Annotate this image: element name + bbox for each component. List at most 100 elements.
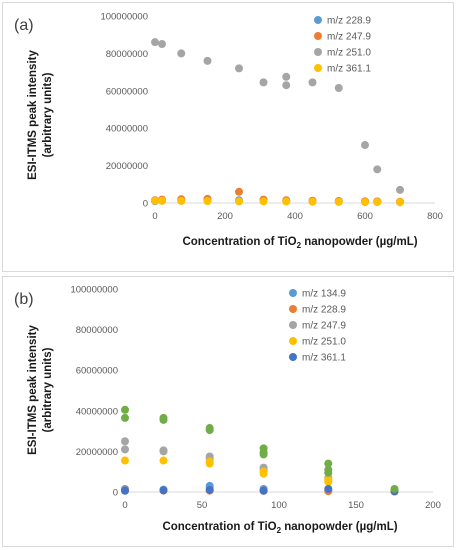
panel-a-xlabel-subscript: 2 <box>297 241 302 250</box>
panel-b-legend-marker <box>289 353 297 361</box>
panel-b-xlabel-tail: nanopowder (µg/mL) <box>281 521 398 533</box>
panel-a-series-3-point <box>259 197 268 206</box>
panel-a-legend-marker <box>314 32 322 40</box>
panel-b-legend-marker <box>289 337 297 345</box>
panel-a-frame <box>2 2 454 272</box>
panel-a-y-tick-label: 20000000 <box>106 161 148 172</box>
panel-a-plot: 0 20000000 40000000 60000000 80000000 1000000… <box>100 12 442 223</box>
panel-a-legend-marker <box>314 64 322 72</box>
panel-a-y-tick-label: 100000000 <box>100 12 148 23</box>
panel-b-series-4-point <box>159 486 168 495</box>
panel-a-series-3-point <box>282 197 291 206</box>
panel-a-xlabel: Concentration of TiO2 nanopowder (µg/mL) <box>182 236 417 250</box>
panel-b-y-tick-label: 100000000 <box>70 285 118 296</box>
panel-a-series-2-point <box>235 64 243 73</box>
panel-b-ylabel-line2: (arbitrary units) <box>42 347 54 432</box>
panel-b-series-3-point <box>159 456 168 465</box>
panel-b-xlabel-subscript: 2 <box>277 526 282 535</box>
panel-b-legend-label: m/z 247.9 <box>302 321 346 332</box>
panel-a-legend-marker <box>314 16 322 24</box>
panel-a-series-2-point <box>361 141 369 150</box>
panel-b-series-2-point <box>121 437 129 446</box>
panel-b-frame <box>2 276 454 547</box>
panel-b-ylabel-line1: ESI-ITMS peak intensity <box>27 325 39 455</box>
panel-a-legend-label: m/z 247.9 <box>327 32 371 43</box>
panel-a-legend-label: m/z 228.9 <box>327 16 371 27</box>
panel-a-series-2-point <box>373 165 382 174</box>
panel-a-series-2-point <box>282 81 291 90</box>
panel-a-series-3-point <box>158 196 166 205</box>
panel-a-series-2-point <box>396 185 404 194</box>
panel-a-ylabel-line2: (arbitrary units) <box>42 72 54 157</box>
panel-a-x-tick-label: 400 <box>287 211 303 222</box>
panel-a-series-2-point <box>177 49 186 58</box>
panel-b-y-tick-label: 60000000 <box>76 366 118 377</box>
panel-a-legend-label: m/z 361.1 <box>327 64 371 75</box>
panel-a-x-tick-label: 200 <box>217 211 233 222</box>
panel-b-series-5-point <box>390 484 399 493</box>
panel-a-y-tick-label: 60000000 <box>106 86 148 97</box>
panel-a-series-2-point <box>334 83 343 92</box>
panel-b-x-tick-label: 150 <box>348 500 364 511</box>
panel-b-series-5-point <box>121 405 129 414</box>
panel-b-series-5-point <box>159 415 168 424</box>
panel-b-series-2-point <box>121 445 129 454</box>
panel-a-series-3-point <box>177 196 186 205</box>
panel-a-x-tick-label: 0 <box>152 211 157 222</box>
panel-b-series-2-point <box>159 447 168 456</box>
panel-b-legend-label: m/z 361.1 <box>302 353 346 364</box>
panel-a-ylabel-line1: ESI-ITMS peak intensity <box>27 50 39 180</box>
panel-b-series-5-point <box>324 459 333 468</box>
panel-a-x-tick-label: 600 <box>357 211 373 222</box>
panel-b-x-tick-label: 200 <box>425 500 441 511</box>
panel-b-series-5-point <box>121 413 129 422</box>
panel-b-legend-label: m/z 251.0 <box>302 337 346 348</box>
panel-b-label: (b) <box>14 291 34 308</box>
panel-b-xlabel-main: Concentration of TiO <box>162 521 276 533</box>
panel-b-x-tick-label: 0 <box>122 500 127 511</box>
panel-a-y-tick-label: 80000000 <box>106 49 148 60</box>
panel-b-series-3-point <box>205 459 214 468</box>
panel-a-series-3-point <box>373 198 382 207</box>
panel-b-series-3-point <box>259 469 268 478</box>
panel-a-xlabel-main: Concentration of TiO <box>182 236 296 248</box>
panel-b-series-4-point <box>324 484 333 493</box>
panel-b-legend-label: m/z 134.9 <box>302 289 346 300</box>
panel-a-series-2-point <box>308 78 317 87</box>
panel-a-series-3-point <box>361 198 369 207</box>
panel-b-y-tick-label: 0 <box>113 488 118 499</box>
panel-b-plot: 0 20000000 40000000 60000000 80000000 1000000… <box>70 285 440 512</box>
panel-a-series-2-point <box>158 40 166 49</box>
panel-b-x-tick-label: 50 <box>197 500 208 511</box>
panel-b-series-5-point <box>259 450 268 459</box>
panel-a-y-tick-label: 0 <box>143 199 148 210</box>
panel-b-series-4-point <box>121 486 129 495</box>
panel-b-series-4-point <box>259 486 268 495</box>
panel-b-series-5-point <box>324 468 333 477</box>
panel-a-series-3-point <box>396 198 404 207</box>
panel-a-series-1-point <box>235 187 243 196</box>
panel-a-series-2-point <box>282 72 291 81</box>
panel-a-series-3-point <box>308 197 317 206</box>
panel-b-legend-marker <box>289 321 297 329</box>
panel-b-series-4-point <box>205 485 214 494</box>
panel-b-series-3-point <box>121 456 129 465</box>
panel-b-legend-label: m/z 228.9 <box>302 305 346 316</box>
panel-b-y-tick-label: 40000000 <box>76 406 118 417</box>
panel-a-series-3-point <box>151 196 159 205</box>
panel-a-series-3-point <box>235 197 243 206</box>
panel-a-series-2-point <box>203 56 212 65</box>
panel-a-x-tick-label: 800 <box>427 211 443 222</box>
panel-a-label: (a) <box>14 17 34 34</box>
panel-b-series-3-point <box>324 477 333 486</box>
panel-b-y-tick-label: 20000000 <box>76 447 118 458</box>
panel-b-series-5-point <box>205 426 214 435</box>
panel-a-y-tick-label: 40000000 <box>106 124 148 135</box>
panel-b-x-tick-label: 100 <box>271 500 287 511</box>
panel-a-series-3-point <box>203 197 212 206</box>
panel-a-series-2-point <box>259 78 268 87</box>
panel-b-y-tick-label: 80000000 <box>76 325 118 336</box>
panel-b-legend-marker <box>289 305 297 313</box>
panel-a-legend-label: m/z 251.0 <box>327 48 371 59</box>
panel-a-series-3-point <box>334 197 343 206</box>
